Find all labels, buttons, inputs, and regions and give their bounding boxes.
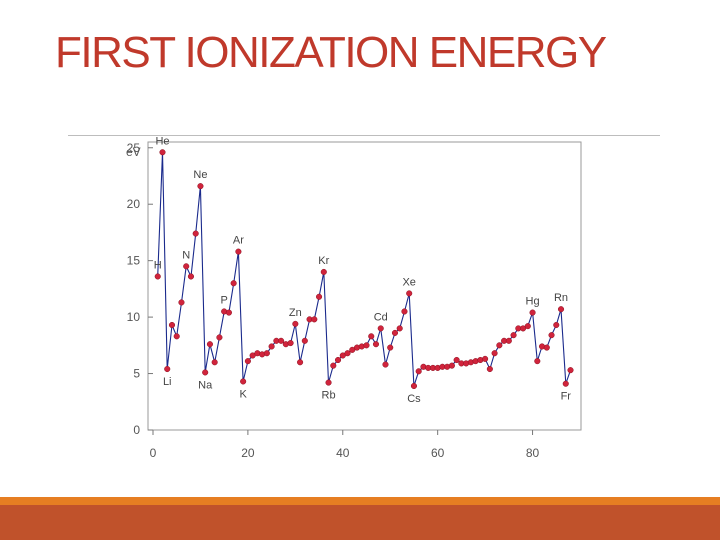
data-point: [396, 325, 403, 332]
slide-title: FIRST IONIZATION ENERGY: [55, 28, 607, 77]
y-tick-label: 15: [127, 254, 141, 268]
data-point: [406, 290, 413, 297]
data-point: [263, 350, 270, 357]
data-point: [316, 293, 323, 300]
data-point: [178, 299, 185, 306]
data-point: [154, 273, 161, 280]
data-point: [543, 344, 550, 351]
point-label: Rn: [554, 292, 568, 304]
data-point: [410, 382, 417, 390]
data-point: [230, 280, 237, 287]
point-label: Ne: [193, 169, 207, 181]
y-tick-label: 25: [127, 141, 141, 155]
point-label: Xe: [402, 276, 415, 288]
accent-bar: [0, 497, 720, 505]
point-label: Kr: [318, 255, 329, 267]
y-axis-label: eV: [126, 145, 141, 159]
data-point: [206, 341, 213, 348]
data-point: [192, 230, 199, 237]
y-tick-label: 20: [127, 197, 141, 211]
data-point: [524, 323, 531, 330]
data-point: [548, 332, 555, 339]
data-point: [391, 329, 399, 336]
x-tick-label: 80: [526, 446, 540, 460]
x-tick-label: 60: [431, 446, 445, 460]
point-label: Na: [198, 379, 213, 391]
data-point: [510, 332, 517, 339]
data-point: [187, 273, 195, 280]
data-point: [235, 248, 242, 255]
x-tick-label: 20: [241, 446, 255, 460]
data-point: [197, 183, 204, 190]
point-label: K: [239, 388, 247, 400]
data-point: [287, 340, 294, 347]
point-label: Rb: [322, 390, 336, 402]
data-point: [334, 356, 342, 364]
data-point: [325, 379, 332, 386]
data-point: [330, 362, 337, 369]
data-point: [268, 343, 275, 350]
footer-bar: [0, 505, 720, 540]
point-label: H: [154, 259, 162, 271]
data-point: [225, 309, 232, 316]
data-point: [183, 263, 190, 270]
data-point: [211, 359, 218, 366]
data-point: [534, 358, 541, 365]
data-point: [363, 342, 370, 349]
data-point: [164, 365, 171, 373]
data-point: [372, 341, 380, 348]
data-point: [320, 268, 327, 275]
data-point: [496, 342, 503, 349]
point-label: Cd: [374, 311, 388, 323]
data-point: [415, 368, 422, 375]
data-point: [377, 325, 384, 332]
data-point: [482, 355, 489, 362]
point-label: Li: [163, 376, 172, 388]
data-point: [173, 333, 180, 340]
data-point: [301, 337, 308, 344]
point-label: Ar: [233, 235, 244, 247]
data-point: [240, 378, 247, 385]
data-point: [216, 334, 223, 341]
data-point: [453, 356, 460, 364]
data-point: [278, 337, 285, 344]
point-label: N: [182, 249, 190, 261]
data-point: [387, 344, 394, 351]
y-tick-label: 0: [133, 423, 140, 437]
data-point: [529, 309, 536, 316]
point-label: P: [220, 294, 227, 306]
data-point: [382, 361, 389, 368]
data-point: [244, 358, 251, 365]
data-point: [567, 367, 574, 374]
plot-frame: [147, 141, 582, 431]
point-label: Hg: [526, 296, 540, 308]
point-label: He: [155, 135, 169, 147]
data-point: [344, 350, 351, 357]
x-tick-label: 40: [336, 446, 350, 460]
x-tick-label: 0: [150, 446, 157, 460]
data-point: [448, 362, 455, 369]
y-tick-label: 10: [127, 310, 141, 324]
data-point: [202, 369, 209, 376]
data-point: [505, 337, 512, 344]
point-label: Zn: [289, 307, 302, 319]
title-divider: [68, 135, 660, 136]
data-point: [168, 321, 176, 329]
data-point: [368, 333, 375, 340]
data-point: [486, 365, 493, 373]
data-point: [557, 306, 565, 313]
data-point: [159, 149, 166, 156]
data-point: [292, 320, 299, 327]
y-tick-label: 5: [133, 367, 140, 381]
data-point: [553, 321, 560, 329]
point-label: Cs: [407, 393, 421, 405]
data-point: [401, 308, 408, 315]
data-point: [491, 350, 498, 357]
data-point: [311, 316, 318, 323]
data-point: [297, 359, 304, 366]
data-point: [562, 380, 569, 387]
point-label: Fr: [561, 391, 572, 403]
